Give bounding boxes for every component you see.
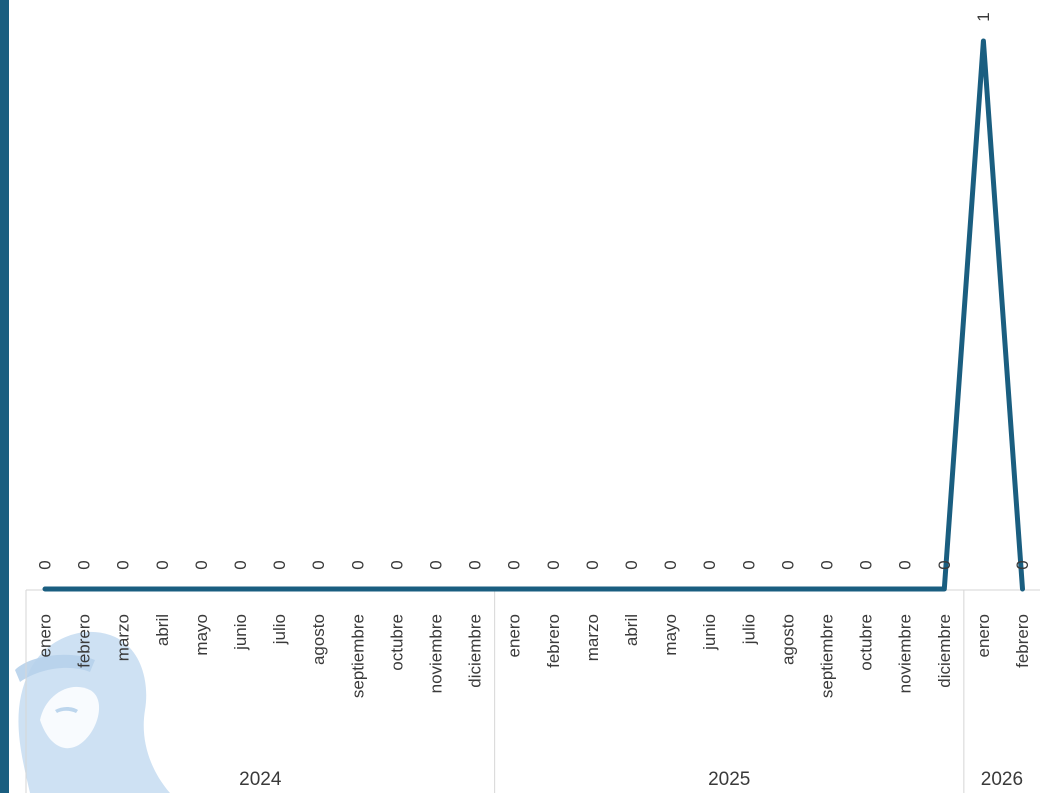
month-tick-label: julio bbox=[739, 614, 758, 645]
data-label: 0 bbox=[427, 560, 446, 569]
data-label: 0 bbox=[231, 560, 250, 569]
month-tick-label: octubre bbox=[857, 614, 876, 671]
month-tick-label: junio bbox=[700, 614, 719, 651]
month-tick-label: marzo bbox=[114, 614, 133, 661]
month-tick-label: noviembre bbox=[427, 614, 446, 693]
data-label: 0 bbox=[75, 560, 94, 569]
woman-face-watermark-icon bbox=[15, 631, 170, 793]
data-label: 0 bbox=[1013, 560, 1032, 569]
month-tick-label: septiembre bbox=[348, 614, 367, 698]
data-label: 0 bbox=[818, 560, 837, 569]
data-label: 0 bbox=[114, 560, 133, 569]
data-label: 0 bbox=[36, 560, 55, 569]
month-tick-labels: enero febrero marzo abril mayo junio julio agos… bbox=[36, 614, 1033, 698]
year-dividers bbox=[25, 590, 965, 793]
data-label: 0 bbox=[192, 560, 211, 569]
month-tick-label: septiembre bbox=[818, 614, 837, 698]
data-label: 0 bbox=[778, 560, 797, 569]
data-label: 0 bbox=[309, 560, 328, 569]
data-labels: 0 0 0 0 0 0 0 0 0 0 0 0 0 0 0 0 0 0 0 0 0 0 0 0 1 0 bbox=[36, 12, 1033, 569]
month-tick-label: agosto bbox=[309, 614, 328, 665]
data-label: 0 bbox=[935, 560, 954, 569]
year-tick-label: 2024 bbox=[239, 769, 282, 790]
month-tick-label: octubre bbox=[387, 614, 406, 671]
month-tick-label: enero bbox=[505, 614, 524, 657]
data-label: 0 bbox=[153, 560, 172, 569]
data-label: 0 bbox=[661, 560, 680, 569]
data-label: 1 bbox=[974, 12, 993, 21]
month-tick-label: diciembre bbox=[466, 614, 485, 688]
data-label: 0 bbox=[348, 560, 367, 569]
data-label: 0 bbox=[739, 560, 758, 569]
series-line bbox=[42, 38, 1025, 592]
data-label: 0 bbox=[700, 560, 719, 569]
data-label: 0 bbox=[544, 560, 563, 569]
data-label: 0 bbox=[622, 560, 641, 569]
month-tick-label: diciembre bbox=[935, 614, 954, 688]
month-tick-label: enero bbox=[974, 614, 993, 657]
data-label: 0 bbox=[505, 560, 524, 569]
year-tick-labels: 2024 2025 2026 bbox=[239, 769, 1023, 790]
month-tick-label: febrero bbox=[544, 614, 563, 668]
left-accent-bar bbox=[0, 0, 9, 793]
data-label: 0 bbox=[583, 560, 602, 569]
data-label: 0 bbox=[387, 560, 406, 569]
year-tick-label: 2025 bbox=[708, 769, 750, 790]
month-tick-label: abril bbox=[622, 614, 641, 646]
month-tick-label: junio bbox=[231, 614, 250, 651]
month-tick-label: agosto bbox=[778, 614, 797, 665]
month-tick-label: abril bbox=[153, 614, 172, 646]
month-tick-label: marzo bbox=[583, 614, 602, 661]
month-tick-label: mayo bbox=[661, 614, 680, 656]
month-tick-label: mayo bbox=[192, 614, 211, 656]
data-label: 0 bbox=[466, 560, 485, 569]
month-tick-label: febrero bbox=[75, 614, 94, 668]
data-label: 0 bbox=[896, 560, 915, 569]
year-tick-label: 2026 bbox=[981, 769, 1023, 790]
data-label: 0 bbox=[857, 560, 876, 569]
month-tick-label: febrero bbox=[1013, 614, 1032, 668]
month-tick-label: julio bbox=[270, 614, 289, 645]
month-tick-label: noviembre bbox=[896, 614, 915, 693]
month-tick-label: enero bbox=[36, 614, 55, 657]
data-label: 0 bbox=[270, 560, 289, 569]
